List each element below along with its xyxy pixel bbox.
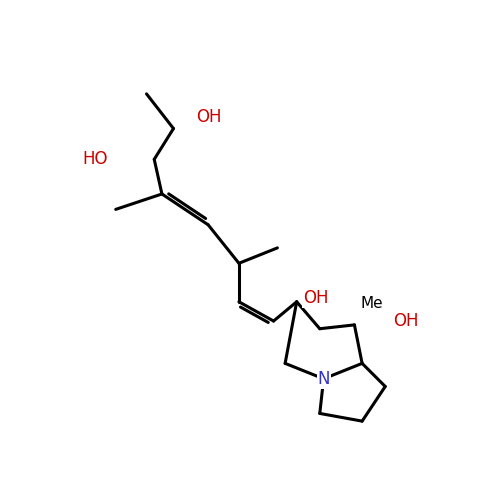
Text: OH: OH — [196, 108, 222, 126]
Text: OH: OH — [303, 289, 328, 307]
Text: N: N — [318, 370, 330, 388]
Text: Me: Me — [360, 296, 383, 311]
Text: HO: HO — [82, 150, 108, 168]
Text: OH: OH — [393, 312, 418, 330]
